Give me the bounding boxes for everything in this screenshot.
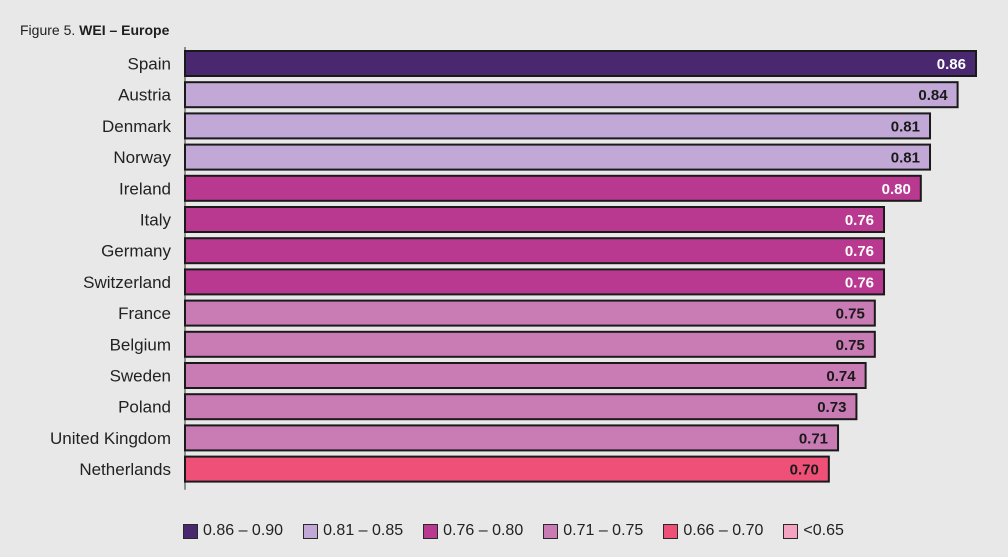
category-label: France — [118, 304, 171, 323]
legend-swatch — [423, 523, 439, 539]
bar-belgium — [184, 330, 876, 358]
category-label: Netherlands — [79, 460, 171, 479]
value-label: 0.74 — [826, 368, 856, 385]
category-label: Ireland — [119, 179, 171, 198]
value-label: 0.70 — [790, 462, 819, 479]
legend-label: 0.81 – 0.85 — [323, 522, 404, 539]
bar-france — [184, 299, 876, 327]
value-label: 0.76 — [845, 243, 874, 260]
value-label: 0.76 — [845, 274, 874, 291]
legend-item: <0.65 — [783, 522, 844, 540]
value-label: 0.71 — [799, 430, 828, 447]
category-label: Denmark — [102, 117, 171, 136]
bar-switzerland — [184, 268, 886, 296]
legend-item: 0.76 – 0.80 — [423, 522, 523, 540]
value-label: 0.84 — [918, 87, 948, 104]
bar-spain — [184, 50, 977, 77]
value-label: 0.73 — [817, 399, 846, 416]
legend-swatch — [543, 523, 559, 539]
bar-norway — [184, 143, 932, 171]
legend-item: 0.81 – 0.85 — [303, 522, 403, 540]
bar-denmark — [184, 112, 932, 140]
figure-title-main: WEI – Europe — [79, 22, 170, 38]
category-label: Spain — [128, 55, 171, 74]
bar-austria — [184, 81, 959, 109]
category-label: Belgium — [110, 335, 171, 354]
legend-label: <0.65 — [803, 522, 844, 539]
value-label: 0.81 — [891, 118, 920, 135]
bar-germany — [184, 237, 886, 265]
legend-swatch — [183, 523, 198, 539]
legend-item: 0.86 – 0.90 — [183, 522, 283, 540]
legend-swatch — [783, 523, 799, 539]
figure-title-prefix: Figure 5. — [20, 22, 76, 38]
chart-legend: 0.86 – 0.90 0.81 – 0.85 0.76 – 0.80 0.71 – … — [183, 521, 844, 541]
legend-label: 0.76 – 0.80 — [443, 522, 524, 539]
category-label: United Kingdom — [50, 429, 171, 448]
category-label: Poland — [118, 398, 171, 417]
value-label: 0.76 — [845, 212, 874, 229]
legend-item: 0.71 – 0.75 — [543, 522, 643, 540]
legend-swatch — [303, 523, 319, 539]
value-label: 0.81 — [891, 150, 920, 167]
category-label: Switzerland — [83, 273, 171, 292]
value-label: 0.75 — [836, 306, 865, 323]
legend-label: 0.71 – 0.75 — [563, 522, 644, 539]
value-label: 0.80 — [882, 181, 911, 198]
category-label: Sweden — [110, 367, 171, 386]
category-label: Germany — [101, 242, 171, 261]
category-label: Austria — [118, 86, 171, 105]
value-label: 0.75 — [836, 337, 865, 354]
bar-sweden — [184, 362, 867, 389]
value-label: 0.86 — [937, 56, 966, 73]
category-label: Italy — [140, 211, 172, 230]
bar-italy — [184, 206, 886, 233]
bar-ireland — [184, 174, 922, 202]
figure-title: Figure 5. WEI – Europe — [20, 21, 169, 39]
legend-swatch — [663, 523, 679, 539]
bar-united-kingdom — [184, 424, 840, 452]
bar-netherlands — [184, 455, 830, 483]
legend-item: 0.66 – 0.70 — [663, 522, 763, 540]
legend-label: 0.86 – 0.90 — [203, 522, 284, 539]
category-label: Norway — [113, 148, 171, 167]
bar-poland — [184, 393, 858, 421]
legend-label: 0.66 – 0.70 — [683, 522, 764, 539]
